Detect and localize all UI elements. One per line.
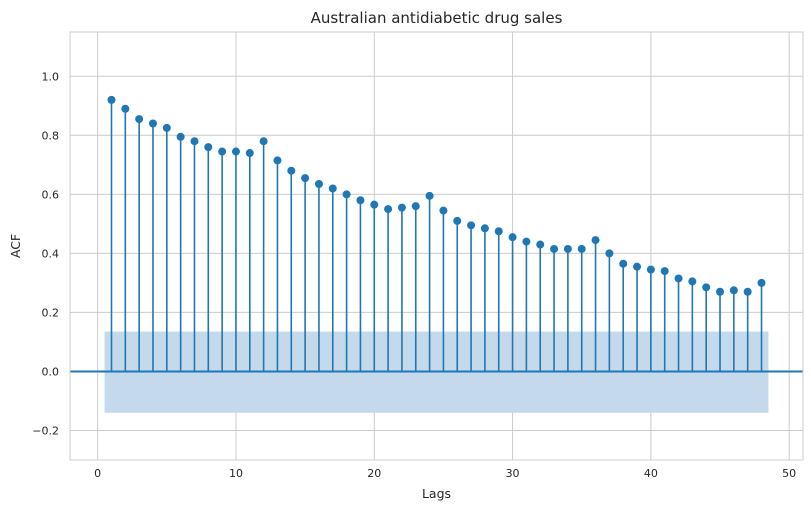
acf-point <box>162 123 171 132</box>
acf-point <box>190 137 199 146</box>
acf-point <box>204 143 213 152</box>
acf-point <box>301 174 310 183</box>
y-tick-label: 0.8 <box>42 129 60 142</box>
x-axis-label: Lags <box>422 486 451 501</box>
acf-point <box>176 132 185 141</box>
acf-stems <box>107 95 766 372</box>
acf-point <box>716 287 725 296</box>
acf-point <box>646 265 655 274</box>
acf-point <box>522 237 531 246</box>
x-tick-label: 40 <box>644 467 658 480</box>
x-tick-label: 0 <box>94 467 101 480</box>
acf-point <box>107 95 116 104</box>
acf-point <box>550 244 559 253</box>
acf-point <box>605 249 614 258</box>
acf-point <box>467 221 476 230</box>
x-axis-ticks: 0 10 20 30 40 50 <box>94 467 796 480</box>
y-tick-label: 0.0 <box>42 365 60 378</box>
acf-point <box>591 236 600 245</box>
y-tick-label: −0.2 <box>32 424 59 437</box>
acf-point <box>674 274 683 283</box>
acf-point <box>563 244 572 253</box>
acf-point <box>245 149 254 158</box>
acf-point <box>480 224 489 233</box>
y-tick-label: 0.2 <box>42 306 60 319</box>
acf-point <box>619 259 628 268</box>
x-tick-label: 50 <box>782 467 796 480</box>
acf-point <box>743 287 752 296</box>
acf-point <box>314 180 323 189</box>
x-tick-label: 20 <box>367 467 381 480</box>
acf-point <box>259 137 268 146</box>
acf-point <box>135 115 144 124</box>
chart-title: Australian antidiabetic drug sales <box>311 9 563 27</box>
acf-point <box>148 119 157 128</box>
acf-point <box>231 147 240 156</box>
acf-point <box>577 244 586 253</box>
acf-point <box>425 191 434 200</box>
acf-point <box>508 233 517 242</box>
acf-point <box>328 184 337 193</box>
acf-point <box>494 227 503 236</box>
acf-point <box>287 166 296 175</box>
acf-point <box>273 156 282 165</box>
acf-point <box>453 216 462 225</box>
y-tick-label: 1.0 <box>42 70 60 83</box>
acf-point <box>660 267 669 276</box>
acf-point <box>757 278 766 287</box>
acf-point <box>397 203 406 212</box>
acf-point <box>439 206 448 215</box>
y-tick-label: 0.6 <box>42 188 60 201</box>
acf-point <box>121 104 130 113</box>
acf-point <box>342 190 351 199</box>
acf-point <box>633 262 642 271</box>
acf-point <box>536 240 545 249</box>
acf-point <box>384 205 393 214</box>
acf-point <box>370 200 379 209</box>
acf-point <box>218 147 227 156</box>
plot-frame <box>69 31 804 461</box>
acf-point <box>702 283 711 292</box>
acf-point <box>729 286 738 295</box>
y-tick-label: 0.4 <box>42 247 60 260</box>
gridlines <box>70 32 803 460</box>
x-tick-label: 10 <box>229 467 243 480</box>
y-axis-ticks: −0.2 0.0 0.2 0.4 0.6 0.8 1.0 <box>32 70 59 437</box>
acf-point <box>411 202 420 211</box>
acf-point <box>688 277 697 286</box>
acf-point <box>356 196 365 205</box>
y-axis-label: ACF <box>8 234 23 258</box>
x-tick-label: 30 <box>506 467 520 480</box>
